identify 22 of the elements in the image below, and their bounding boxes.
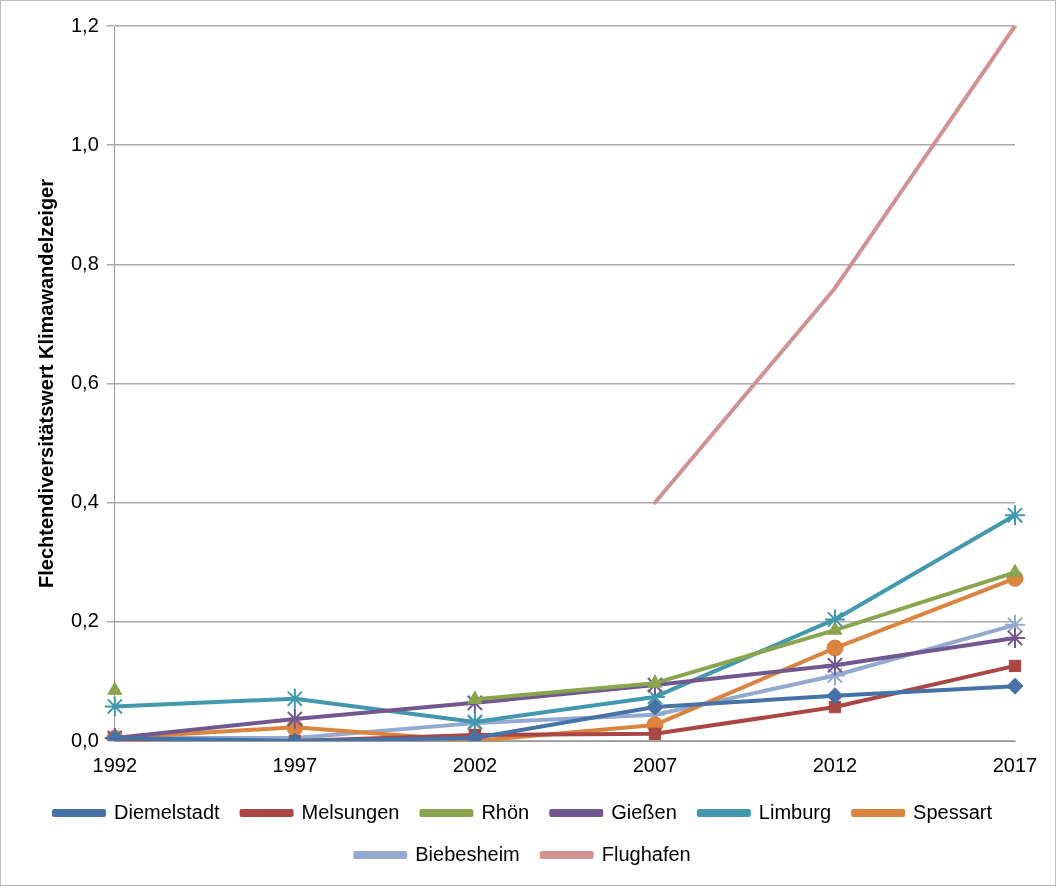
x-tick-label: 1997 xyxy=(272,753,318,776)
y-tick-label: 1,2 xyxy=(70,13,99,36)
x-tick-label: 2002 xyxy=(452,753,498,776)
legend-label: Biebesheim xyxy=(415,842,520,865)
y-tick-label: 0,4 xyxy=(70,490,99,513)
y-tick-label: 0,6 xyxy=(70,371,99,394)
y-tick-label: 1,0 xyxy=(70,132,99,155)
legend-label: Melsungen xyxy=(301,800,400,823)
x-tick-label: 1992 xyxy=(92,753,138,776)
y-tick-label: 0,0 xyxy=(70,728,99,751)
legend-label: Rhön xyxy=(481,800,530,823)
legend-label: Limburg xyxy=(758,800,832,823)
x-tick-label: 2012 xyxy=(812,753,858,776)
legend-label: Flughafen xyxy=(601,842,691,865)
legend-label: Spessart xyxy=(913,800,993,823)
y-axis-title: Flechtendiversitätswert Klimawandelzeiger xyxy=(34,178,57,589)
y-tick-label: 0,8 xyxy=(70,251,99,274)
legend-label: Diemelstadt xyxy=(113,800,221,823)
x-tick-label: 2007 xyxy=(632,753,678,776)
x-tick-label: 2017 xyxy=(992,753,1038,776)
legend-label: Gießen xyxy=(611,800,677,823)
y-tick-label: 0,2 xyxy=(70,609,99,632)
